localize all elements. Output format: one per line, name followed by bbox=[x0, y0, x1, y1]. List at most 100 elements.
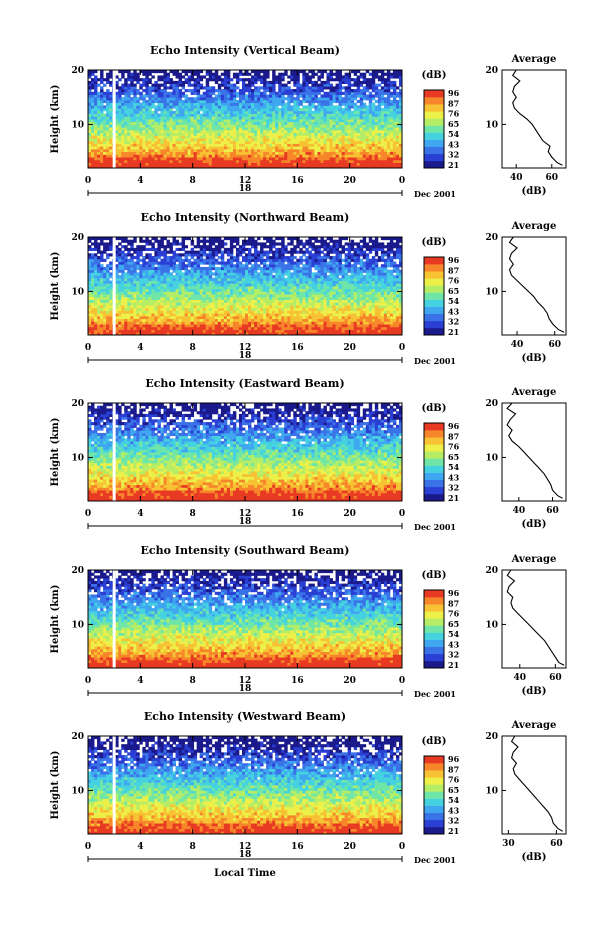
heatmap-cell bbox=[187, 321, 192, 325]
heatmap-cell bbox=[296, 324, 300, 328]
heatmap-cell bbox=[335, 86, 339, 90]
heatmap-cell bbox=[199, 154, 204, 158]
heatmap-cell bbox=[190, 324, 195, 328]
heatmap-cell bbox=[290, 299, 294, 303]
heatmap-cell bbox=[311, 146, 315, 150]
heatmap-cell bbox=[106, 307, 110, 311]
heatmap-cell bbox=[184, 124, 189, 128]
heatmap-cell bbox=[100, 146, 104, 150]
heatmap-cell bbox=[145, 332, 149, 336]
heatmap-cell bbox=[254, 165, 258, 169]
heatmap-cell bbox=[260, 91, 264, 95]
heatmap-cell bbox=[254, 151, 258, 155]
heatmap-cell bbox=[338, 91, 343, 95]
heatmap-cell bbox=[91, 162, 95, 166]
heatmap-cell bbox=[287, 157, 291, 161]
heatmap-cell bbox=[245, 159, 249, 163]
heatmap-cell bbox=[257, 318, 261, 322]
heatmap-cell bbox=[184, 110, 189, 114]
heatmap-cell bbox=[377, 97, 382, 101]
heatmap-cell bbox=[386, 296, 391, 301]
heatmap-cell bbox=[202, 151, 207, 155]
heatmap-cell bbox=[103, 165, 107, 169]
heatmap-cell bbox=[296, 135, 300, 139]
heatmap-cell bbox=[272, 140, 276, 144]
heatmap-cell bbox=[290, 313, 294, 317]
heatmap-cell bbox=[272, 75, 276, 79]
heatmap-cell bbox=[124, 324, 128, 328]
heatmap-cell bbox=[223, 162, 228, 166]
heatmap-cell bbox=[296, 313, 300, 317]
heatmap-cell bbox=[344, 310, 349, 314]
heatmap-cell bbox=[184, 305, 189, 309]
heatmap-cell bbox=[121, 102, 125, 106]
heatmap-cell bbox=[223, 91, 228, 95]
heatmap-cell bbox=[368, 310, 373, 314]
heatmap-cell bbox=[395, 140, 400, 144]
heatmap-cell bbox=[251, 146, 255, 150]
heatmap-cell bbox=[100, 332, 104, 336]
x-tick-label: 4 bbox=[137, 176, 143, 186]
heatmap-cell bbox=[163, 132, 167, 136]
heatmap-cell bbox=[245, 143, 249, 147]
heatmap-cell bbox=[353, 80, 358, 85]
heatmap-cell bbox=[398, 307, 403, 311]
heatmap-cell bbox=[362, 302, 367, 306]
heatmap-cell bbox=[398, 105, 403, 109]
heatmap-cell bbox=[241, 154, 246, 158]
heatmap-cell bbox=[199, 299, 204, 303]
heatmap-cell bbox=[169, 121, 173, 125]
heatmap-cell bbox=[326, 72, 330, 76]
heatmap-cell bbox=[115, 86, 119, 90]
heatmap-cell bbox=[272, 315, 276, 320]
heatmap-cell bbox=[383, 72, 388, 76]
heatmap-cell bbox=[320, 70, 324, 74]
heatmap-cell bbox=[338, 162, 343, 166]
heatmap-cell bbox=[377, 108, 382, 112]
heatmap-cell bbox=[284, 116, 288, 120]
heatmap-cell bbox=[193, 326, 198, 330]
heatmap-cell bbox=[214, 318, 219, 322]
heatmap-cell bbox=[127, 310, 131, 314]
heatmap-cell bbox=[199, 86, 204, 90]
heatmap-cell bbox=[305, 138, 309, 142]
heatmap-cell bbox=[106, 102, 110, 106]
heatmap-cell bbox=[196, 105, 201, 109]
heatmap-cell bbox=[317, 324, 321, 328]
heatmap-cell bbox=[190, 151, 195, 155]
heatmap-cell bbox=[290, 302, 294, 306]
heatmap-cell bbox=[386, 78, 391, 82]
heatmap-cell bbox=[248, 326, 252, 330]
heatmap-cell bbox=[223, 116, 228, 120]
heatmap-cell bbox=[232, 97, 237, 101]
heatmap-cell bbox=[386, 321, 391, 325]
heatmap-cell bbox=[305, 307, 309, 311]
heatmap-cell bbox=[398, 70, 403, 74]
heatmap-cell bbox=[284, 127, 288, 131]
heatmap-cell bbox=[160, 151, 164, 155]
heatmap-cell bbox=[347, 83, 352, 87]
heatmap-cell bbox=[130, 159, 134, 163]
colorbar-tick-label: 65 bbox=[448, 119, 459, 129]
heatmap-cell bbox=[254, 157, 258, 161]
heatmap-cell bbox=[181, 124, 186, 128]
heatmap-cell bbox=[196, 86, 201, 90]
heatmap-cell bbox=[320, 299, 324, 303]
heatmap-cell bbox=[100, 89, 104, 93]
heatmap-cell bbox=[208, 154, 213, 158]
heatmap-cell bbox=[226, 108, 231, 112]
heatmap-cell bbox=[296, 162, 300, 166]
heatmap-cell bbox=[187, 70, 192, 74]
heatmap-cell bbox=[368, 124, 373, 128]
heatmap-cell bbox=[169, 91, 173, 95]
heatmap-cell bbox=[127, 154, 131, 158]
heatmap-cell bbox=[190, 121, 195, 125]
heatmap-cell bbox=[299, 99, 303, 104]
heatmap-cell bbox=[317, 99, 321, 104]
heatmap-cell bbox=[94, 113, 98, 117]
heatmap-cell bbox=[260, 159, 264, 163]
heatmap-cell bbox=[347, 324, 352, 328]
heatmap-cell bbox=[229, 296, 234, 301]
heatmap-cell bbox=[193, 146, 198, 150]
heatmap-cell bbox=[368, 140, 373, 144]
